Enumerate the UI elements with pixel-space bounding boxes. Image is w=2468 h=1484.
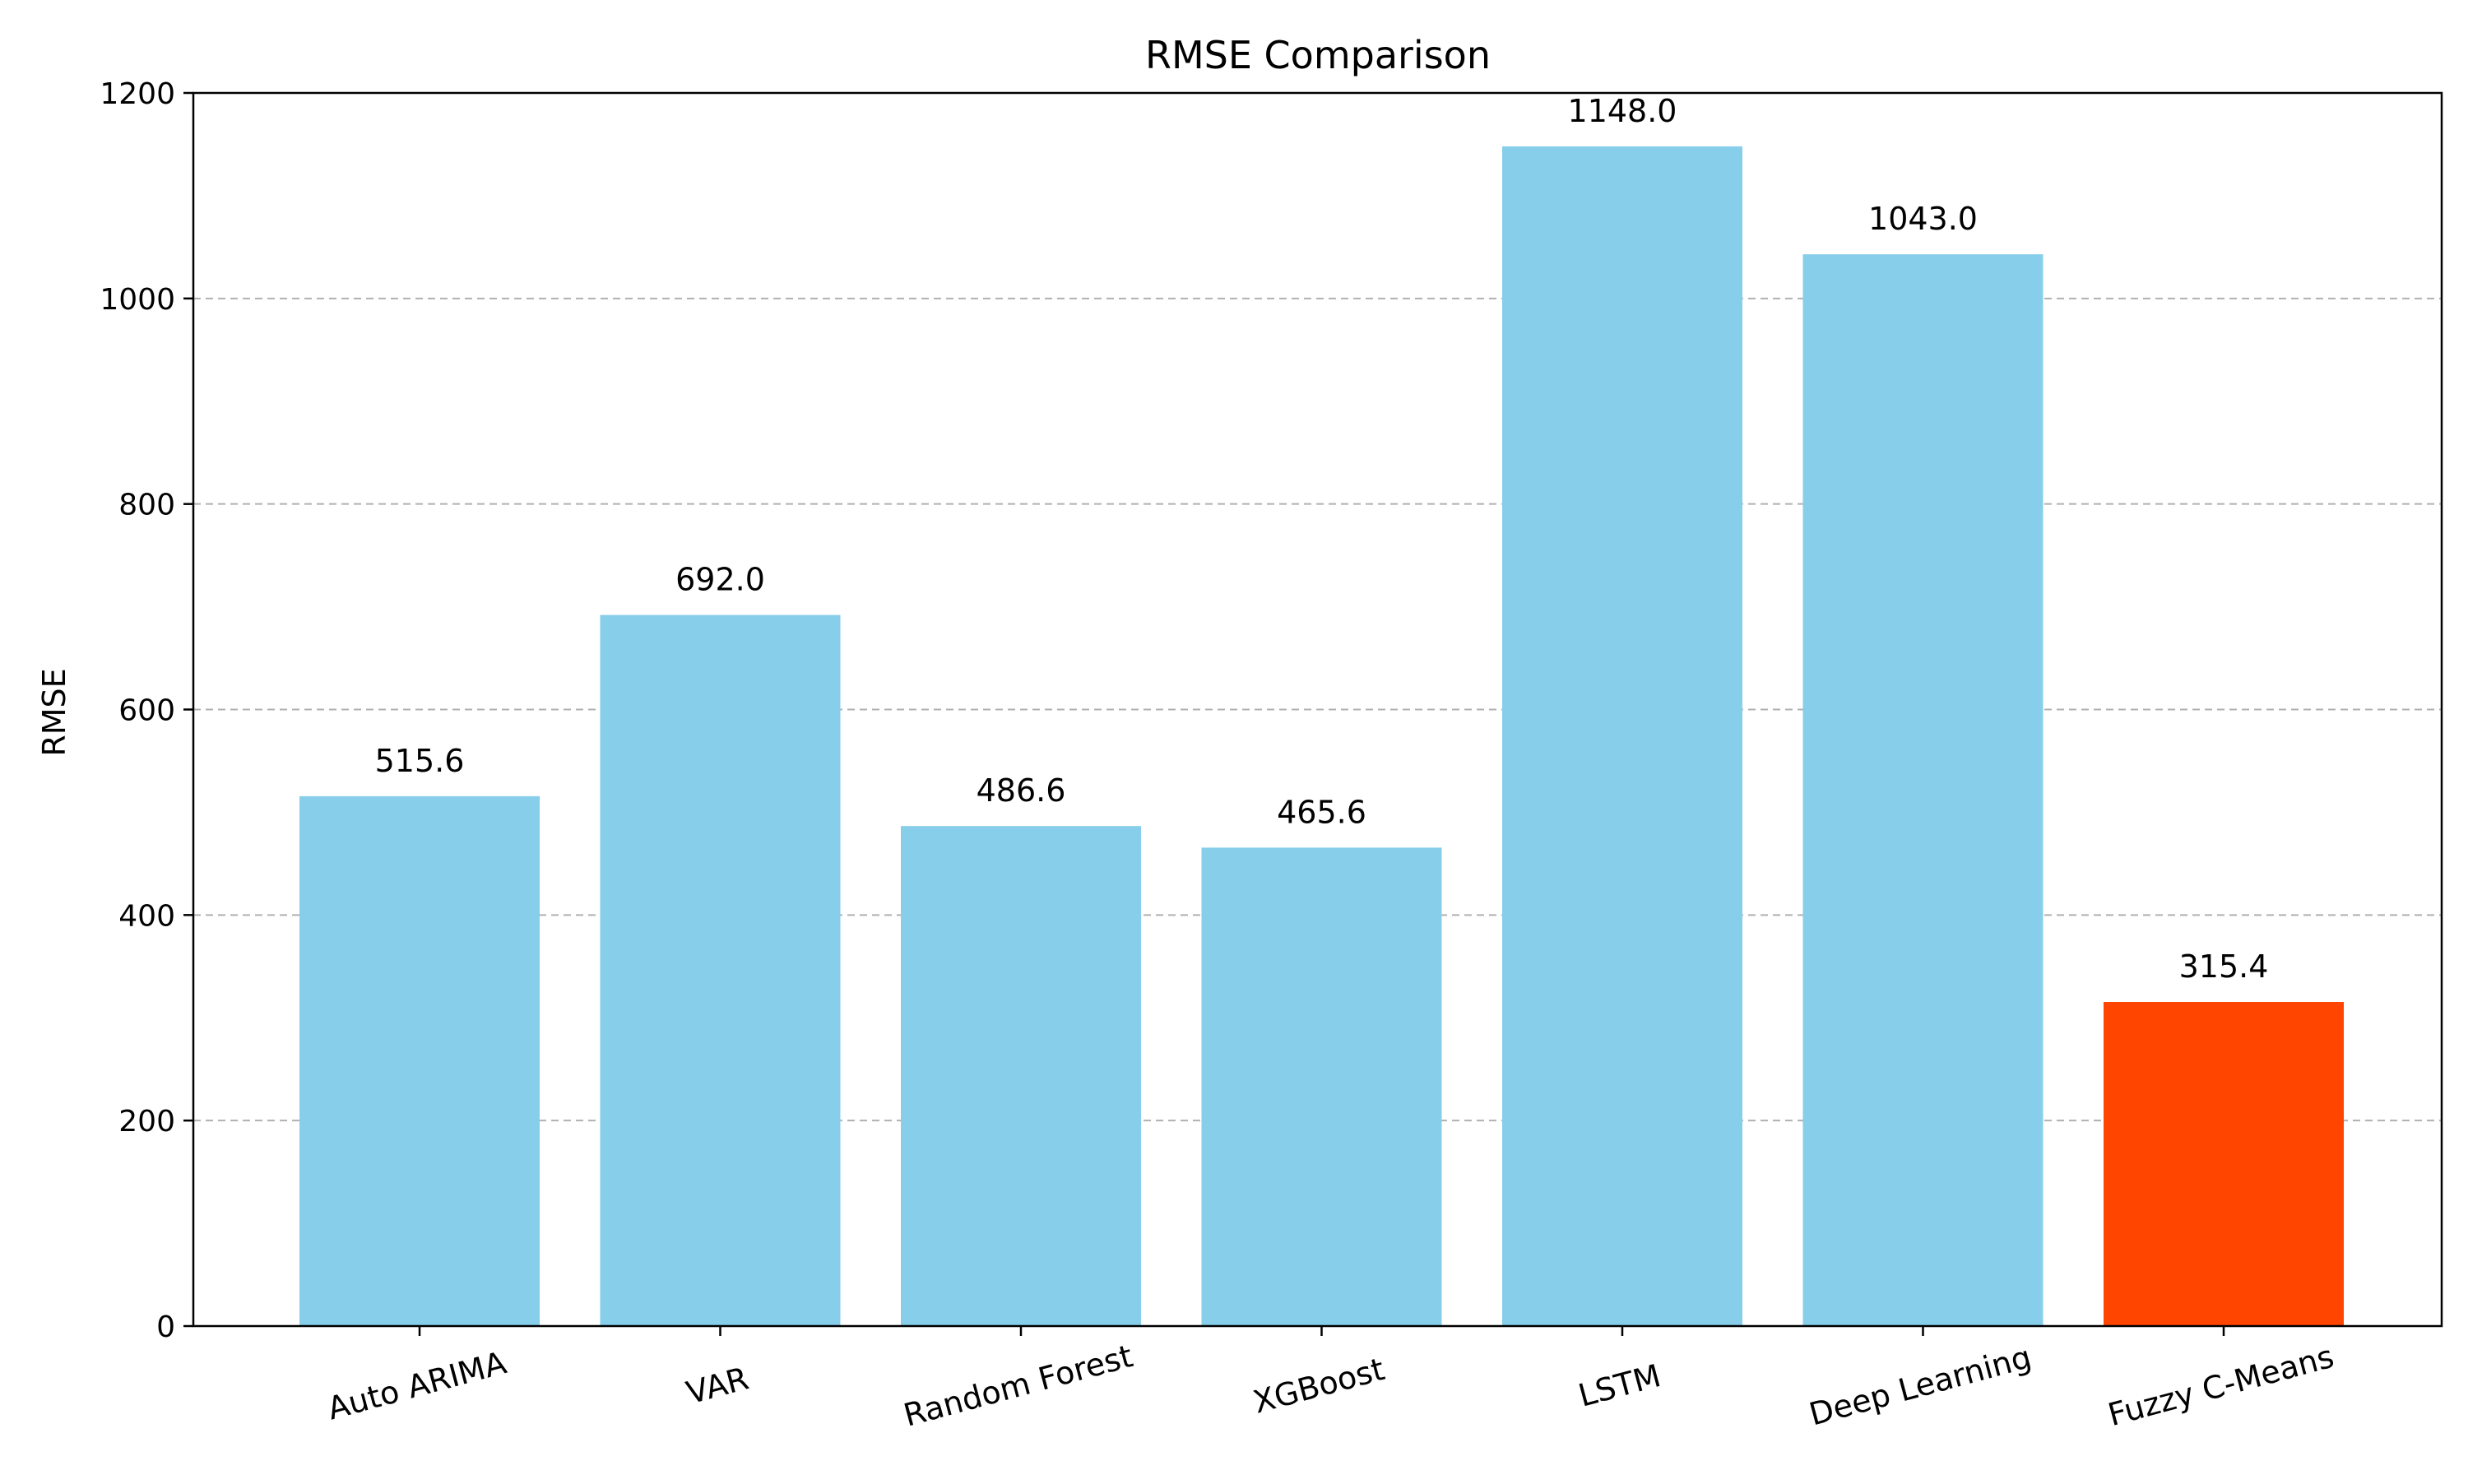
bar-var <box>600 614 841 1326</box>
bars-layer <box>299 146 2344 1327</box>
axes-layer <box>183 91 2443 1336</box>
bar-value-label: 465.6 <box>1277 794 1366 830</box>
bar-value-label: 486.6 <box>977 772 1066 809</box>
y-tick-label: 1200 <box>100 77 175 111</box>
y-tick-label: 800 <box>118 489 175 522</box>
bar-xgboost <box>1201 847 1442 1326</box>
y-tick-label: 200 <box>118 1105 175 1139</box>
bar-value-label: 515.6 <box>375 743 465 779</box>
bar-value-label: 692.0 <box>675 562 765 598</box>
bar-value-label: 1148.0 <box>1568 93 1677 129</box>
bar-value-label: 315.4 <box>2179 948 2269 985</box>
bar-fuzzy-c-means <box>2104 1002 2344 1326</box>
y-tick-label: 600 <box>118 694 175 728</box>
bar-random-forest <box>901 826 1141 1326</box>
y-tick-label: 1000 <box>100 283 175 317</box>
bar-auto-arima <box>299 795 540 1326</box>
bar-lstm <box>1502 146 1742 1326</box>
y-tick-label: 0 <box>156 1310 175 1344</box>
chart-title: RMSE Comparison <box>1145 33 1491 77</box>
y-axis-label: RMSE <box>36 668 72 756</box>
bar-deep-learning <box>1802 254 2044 1327</box>
y-tick-label: 400 <box>118 899 175 933</box>
bar-value-label: 1043.0 <box>1868 201 1978 237</box>
